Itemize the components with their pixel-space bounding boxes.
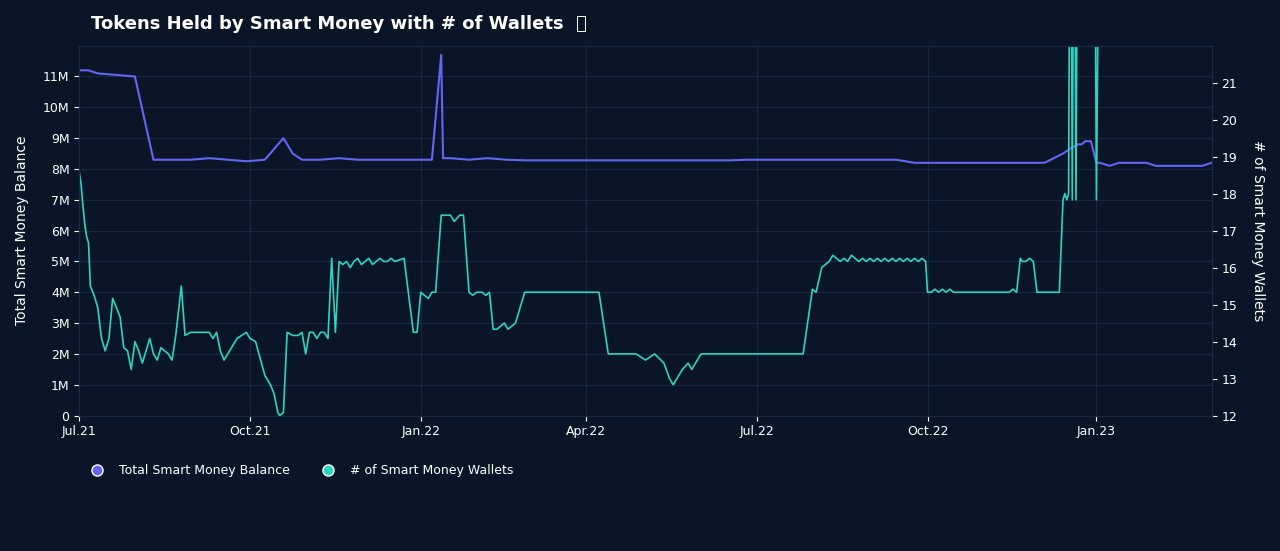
Y-axis label: # of Smart Money Wallets: # of Smart Money Wallets <box>1251 140 1265 321</box>
Y-axis label: Total Smart Money Balance: Total Smart Money Balance <box>15 136 29 325</box>
Legend: Total Smart Money Balance, # of Smart Money Wallets: Total Smart Money Balance, # of Smart Mo… <box>79 459 518 482</box>
Text: Tokens Held by Smart Money with # of Wallets  ⓘ: Tokens Held by Smart Money with # of Wal… <box>91 15 586 33</box>
